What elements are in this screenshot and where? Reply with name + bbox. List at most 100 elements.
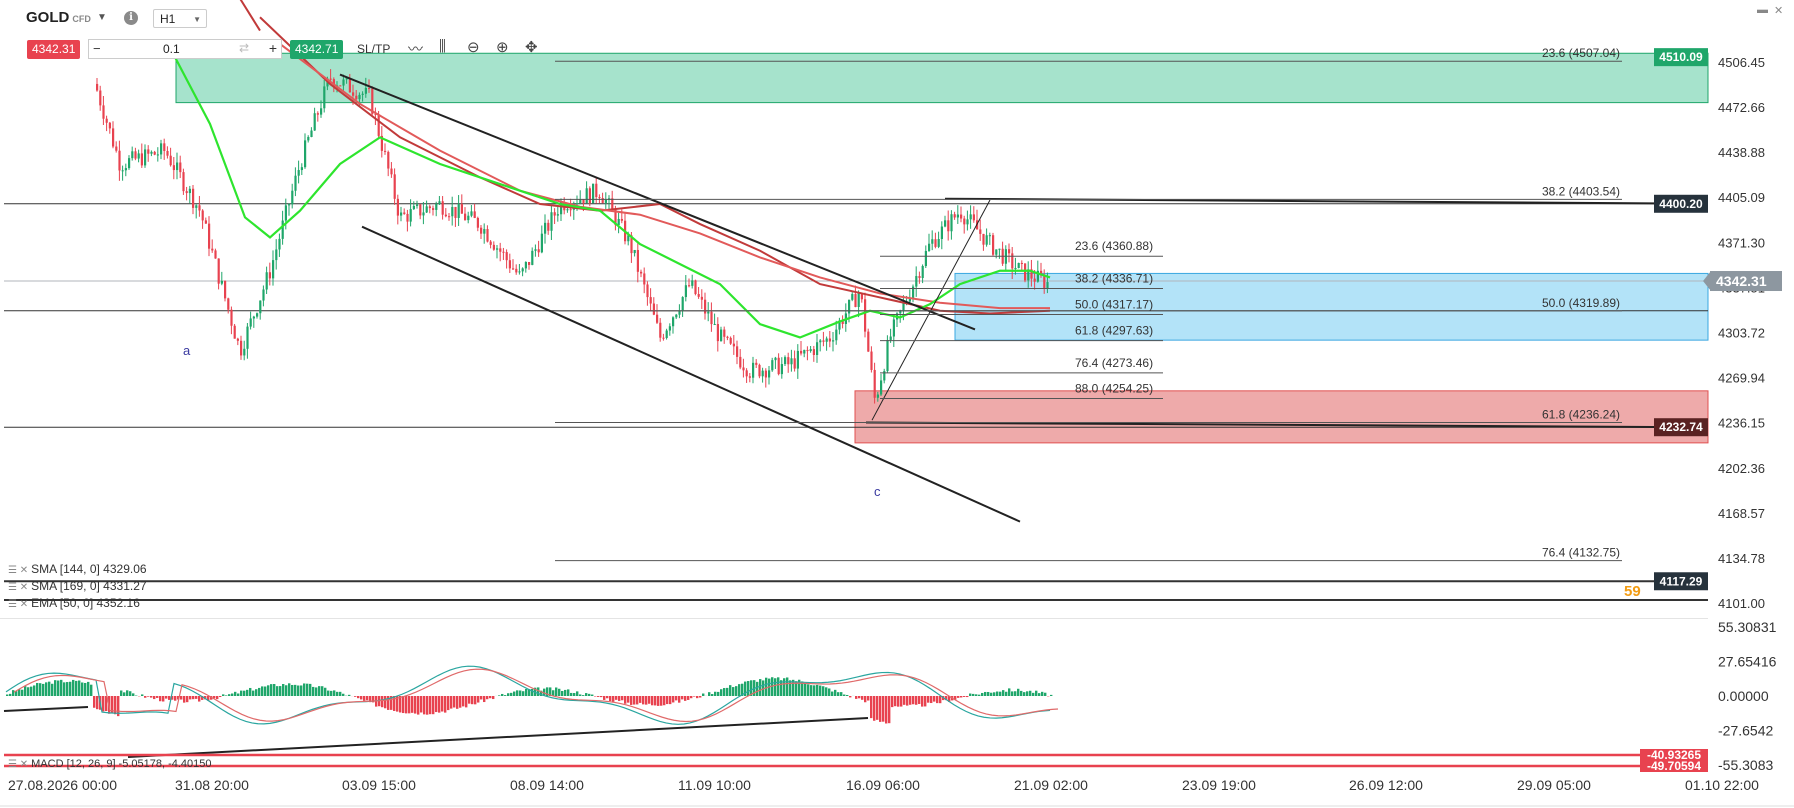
close-icon[interactable]: ✕	[1774, 5, 1784, 17]
candle	[121, 170, 124, 172]
swap-icon[interactable]: ⇄	[239, 41, 250, 55]
candle	[339, 85, 342, 87]
candle	[937, 239, 940, 247]
candle	[838, 320, 841, 330]
candle	[281, 220, 284, 239]
macd-histogram-bar	[438, 696, 441, 713]
candle	[736, 346, 739, 357]
candle	[1043, 275, 1046, 289]
candle	[972, 214, 975, 221]
zoom-in-icon[interactable]: ⊕	[496, 39, 509, 56]
settings-icon: ☰ ✕	[8, 582, 29, 593]
macd-histogram-bar	[810, 685, 813, 696]
macd-histogram-bar	[153, 696, 156, 700]
macd-histogram-bar	[762, 680, 765, 696]
sell-button[interactable]: 4342.31	[27, 40, 81, 59]
macd-histogram-bar	[723, 688, 726, 696]
macd-histogram-bar	[903, 696, 906, 705]
macd-histogram-bar	[369, 696, 372, 703]
candle	[489, 241, 492, 245]
candle	[201, 210, 204, 221]
candle	[787, 357, 790, 365]
candle	[806, 349, 809, 352]
candle	[300, 167, 303, 171]
ema-line	[174, 56, 1051, 339]
macd-histogram-bar	[759, 679, 762, 696]
macd-histogram-bar	[450, 696, 453, 709]
macd-histogram-bar	[54, 680, 57, 696]
macd-badge	[1640, 749, 1708, 761]
panel-separator[interactable]	[0, 618, 1708, 619]
macd-histogram-bar	[24, 686, 27, 696]
candle	[278, 238, 281, 250]
macd-histogram-bar	[642, 696, 645, 705]
macd-histogram-bar	[348, 694, 351, 696]
macd-line	[5, 665, 1051, 725]
price-tag	[1654, 572, 1708, 591]
legend-sma169[interactable]: ☰ ✕ SMA [169, 0] 4331.27	[8, 579, 147, 593]
macd-histogram-bar	[357, 696, 360, 699]
macd-histogram-bar	[321, 686, 324, 696]
legend-macd[interactable]: ☰ ✕ MACD [12, 26, 9] -5.05178, -4.40150	[8, 758, 212, 770]
quantity-input[interactable]: 0.1	[163, 42, 180, 56]
candle	[764, 370, 767, 378]
price-tick-label: 4236.15	[1718, 416, 1765, 431]
macd-tick-label: 27.65416	[1718, 654, 1777, 670]
macd-histogram-bar	[864, 696, 867, 703]
chevron-down-icon[interactable]: ▼	[97, 12, 107, 23]
candle	[512, 268, 515, 270]
candle	[256, 313, 259, 317]
candle	[771, 360, 774, 371]
candle	[982, 233, 985, 245]
candle	[678, 310, 681, 315]
candle	[649, 297, 652, 304]
macd-histogram-bar	[483, 696, 486, 703]
legend-sma144[interactable]: ☰ ✕ SMA [144, 0] 4329.06	[8, 562, 147, 576]
macd-histogram-bar	[609, 696, 612, 702]
candles-icon[interactable]: ⫼	[439, 38, 446, 55]
legend-ema50[interactable]: ☰ ✕ EMA [50, 0] 4352.16	[8, 596, 140, 610]
zoom-out-icon[interactable]: ⊖	[467, 39, 480, 56]
candle	[384, 150, 387, 152]
macd-histogram-bar	[882, 696, 885, 722]
macd-histogram-bar	[171, 696, 174, 700]
macd-histogram-bar	[36, 682, 39, 696]
candle	[105, 118, 108, 123]
decrement-button[interactable]: −	[93, 41, 101, 56]
candle	[876, 394, 879, 398]
move-icon[interactable]: ✥	[525, 39, 538, 56]
macd-histogram-bar	[165, 696, 168, 699]
macd-histogram-bar	[462, 696, 465, 707]
macd-histogram-bar	[957, 696, 960, 698]
candle	[268, 272, 271, 279]
macd-histogram-bar	[420, 696, 423, 713]
macd-histogram-bar	[186, 696, 189, 703]
timeframe-select[interactable]: H1 ▼	[153, 9, 207, 28]
macd-histogram-bar	[477, 696, 480, 703]
symbol-name[interactable]: GOLD CFD	[26, 9, 91, 26]
macd-histogram-bar	[291, 684, 294, 696]
macd-histogram-bar	[1014, 691, 1017, 696]
candle	[1024, 263, 1027, 281]
candle	[822, 340, 825, 342]
wave-label: a	[183, 343, 191, 358]
minimize-icon[interactable]: ▬	[1757, 4, 1768, 16]
candle	[883, 371, 886, 381]
macd-histogram-bar	[264, 686, 267, 696]
macd-histogram-bar	[468, 696, 471, 704]
line-chart-icon[interactable]: 〰	[408, 41, 424, 58]
macd-histogram-bar	[1044, 692, 1047, 696]
macd-histogram-bar	[336, 691, 339, 696]
sltp-button[interactable]: SL/TP	[357, 42, 391, 56]
increment-button[interactable]: +	[268, 40, 277, 56]
macd-histogram-bar	[342, 693, 345, 696]
buy-button[interactable]: 4342.71	[290, 40, 344, 59]
quantity-stepper[interactable]: − 0.1 ⇄ +	[88, 39, 282, 59]
macd-histogram-bar	[318, 686, 321, 696]
info-icon[interactable]: i	[124, 11, 138, 25]
candle	[630, 235, 633, 254]
time-tick-label: 29.09 05:00	[1517, 777, 1591, 793]
candle	[361, 93, 364, 95]
candle	[115, 146, 118, 151]
macd-histogram-bar	[1005, 691, 1008, 696]
